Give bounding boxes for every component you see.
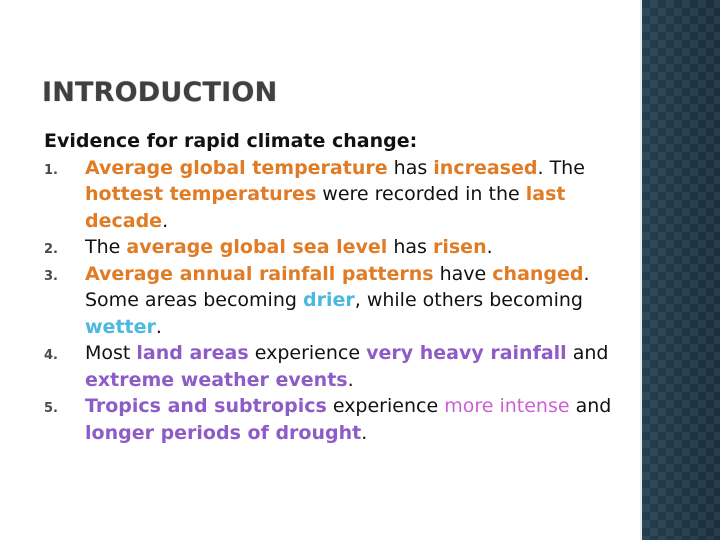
highlight-text: Average global temperature: [85, 156, 388, 179]
list-number: 2.: [44, 242, 58, 257]
list-number: 4.: [44, 348, 58, 363]
intro-line: Evidence for rapid climate change:: [44, 130, 418, 152]
plain-text: .: [155, 315, 162, 338]
plain-text: and: [569, 395, 612, 417]
highlight-text: longer periods of drought: [85, 421, 362, 444]
plain-text: .: [162, 209, 169, 232]
highlight-text: changed: [492, 262, 584, 285]
highlight-text: Average annual rainfall patterns: [85, 262, 434, 285]
plain-text: .: [347, 368, 354, 391]
slide-body: Evidence for rapid climate change: 1. Ave…: [44, 128, 614, 446]
plain-text: .: [361, 421, 368, 444]
plain-text: , while others becoming: [354, 289, 583, 311]
list-item: 1. Average global temperature has increas…: [44, 155, 614, 235]
plain-text: has: [387, 236, 433, 258]
list-item: 4. Most land areas experience very heavy …: [44, 340, 614, 393]
decorative-side-panel: [640, 0, 720, 540]
plain-text: and: [566, 342, 609, 364]
highlight-text: wetter: [85, 315, 156, 338]
highlight-text: more intense: [444, 395, 570, 417]
plain-text: experience: [326, 395, 445, 417]
list-number: 5.: [44, 401, 58, 416]
plain-text: have: [433, 262, 493, 285]
plain-text: .: [486, 236, 493, 258]
list-number: 1.: [44, 162, 58, 178]
plain-text: has: [387, 156, 434, 179]
plain-text: experience: [248, 342, 367, 364]
highlight-text: extreme weather events: [85, 368, 348, 391]
list-item: 5. Tropics and subtropics experience more…: [44, 393, 614, 446]
plain-text: . Some areas becoming: [85, 262, 590, 312]
highlight-text: hottest temperatures: [85, 183, 317, 205]
highlight-text: land areas: [136, 342, 249, 364]
plain-text: were recorded in the: [316, 183, 526, 205]
evidence-list: 1. Average global temperature has increas…: [44, 155, 614, 447]
highlight-text: drier: [302, 289, 355, 311]
slide-title: INTRODUCTION: [42, 77, 278, 108]
highlight-text: very heavy rainfall: [366, 342, 567, 364]
highlight-text: risen: [432, 236, 487, 258]
list-number: 3.: [44, 268, 58, 284]
highlight-text: Tropics and subtropics: [85, 395, 327, 417]
list-item: 3. Average annual rainfall patterns have …: [44, 261, 614, 341]
plain-text: . The: [537, 156, 585, 179]
plain-text: The: [85, 236, 127, 258]
plain-text: Most: [85, 342, 137, 364]
highlight-text: average global sea level: [126, 236, 388, 258]
highlight-text: last decade: [85, 183, 566, 232]
list-item: 2. The average global sea level has risen…: [44, 234, 614, 261]
highlight-text: increased: [433, 156, 538, 179]
